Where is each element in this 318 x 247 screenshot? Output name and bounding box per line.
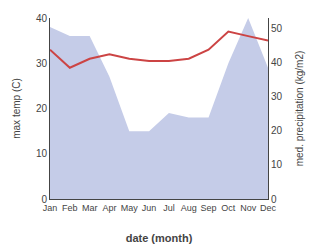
- svg-text:20: 20: [36, 103, 48, 114]
- svg-text:0: 0: [41, 194, 47, 205]
- svg-text:Sep: Sep: [201, 203, 217, 213]
- svg-text:Mar: Mar: [82, 203, 98, 213]
- svg-text:Dec: Dec: [260, 203, 277, 213]
- svg-text:30: 30: [36, 58, 48, 69]
- svg-text:Jun: Jun: [142, 203, 157, 213]
- svg-text:Nov: Nov: [240, 203, 257, 213]
- svg-text:date (month): date (month): [126, 232, 193, 244]
- svg-text:50: 50: [271, 23, 283, 34]
- svg-text:Apr: Apr: [102, 203, 116, 213]
- svg-text:20: 20: [271, 125, 283, 136]
- svg-text:max temp (C): max temp (C): [11, 78, 22, 139]
- svg-text:30: 30: [271, 91, 283, 102]
- svg-text:May: May: [121, 203, 139, 213]
- svg-text:0: 0: [271, 194, 277, 205]
- svg-text:40: 40: [271, 57, 283, 68]
- svg-text:Feb: Feb: [62, 203, 78, 213]
- svg-text:Aug: Aug: [181, 203, 197, 213]
- svg-text:Oct: Oct: [221, 203, 236, 213]
- svg-text:med. precipitation (kg/m2): med. precipitation (kg/m2): [294, 51, 305, 167]
- svg-text:10: 10: [36, 148, 48, 159]
- svg-text:10: 10: [271, 159, 283, 170]
- svg-text:40: 40: [36, 13, 48, 24]
- svg-text:Jul: Jul: [163, 203, 175, 213]
- svg-text:Jan: Jan: [43, 203, 58, 213]
